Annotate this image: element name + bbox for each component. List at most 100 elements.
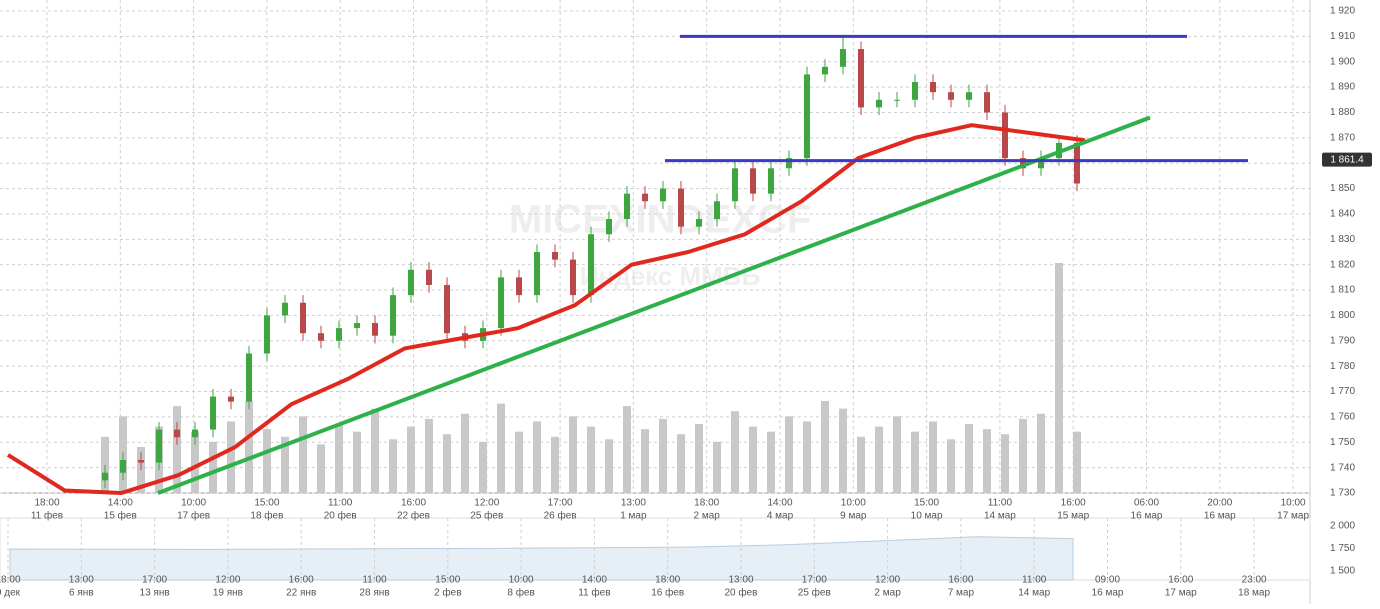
candle-body [660,188,666,202]
navigator-x-label: 12:00 [215,575,240,586]
navigator-x-date: 18 мар [1238,588,1270,599]
x-tick-label: 18:00 [34,498,59,509]
volume-bar [965,424,973,493]
y-tick-label: 1 840 [1330,209,1355,220]
navigator-x-label: 12:00 [875,575,900,586]
volume-bar [875,426,883,493]
candle-body [498,277,504,329]
volume-bar [641,429,649,493]
candle-body [228,396,234,402]
x-tick-label: 20:00 [1207,498,1232,509]
volume-bar [1001,434,1009,493]
candle-body [858,49,864,108]
navigator-x-label: 10:00 [509,575,534,586]
candle-body [1020,158,1026,169]
candle-body [444,284,450,334]
candle-body [732,168,738,202]
x-tick-label: 10:00 [181,498,206,509]
candle-body [912,82,918,100]
x-tick-label: 16:00 [401,498,426,509]
navigator-x-date: 9 дек [0,588,21,599]
candle-body [192,429,198,438]
candle-body [894,99,900,101]
volume-bar [191,431,199,493]
moving-average [6,123,1086,496]
candle-body [372,323,378,336]
volume-bar [443,434,451,493]
x-tick-label: 13:00 [621,498,646,509]
x-tick-date: 11 фев [31,510,63,522]
y-tick-label: 1 830 [1330,234,1355,245]
navigator-x-date: 16 мар [1092,588,1124,599]
x-tick-date: 15 фев [104,510,137,522]
volume-bar [911,431,919,493]
x-tick-label: 14:00 [108,498,133,509]
volume-bar [587,426,595,493]
volume-bar [299,416,307,493]
y-tick-label: 1 880 [1330,107,1355,118]
volume-bar [353,431,361,493]
volume-bar [479,441,487,493]
navigator-x-label: 23:00 [1242,575,1267,586]
candle-body [282,302,288,316]
candle-body [840,49,846,67]
volume-bar [461,413,469,493]
candle-body [318,333,324,341]
candle-body [408,269,414,296]
candle-body [210,396,216,430]
x-tick-date: 15 мар [1057,511,1089,522]
navigator-area [9,536,1074,581]
y-tick-label: 1 750 [1330,437,1355,448]
x-tick-label: 10:00 [1281,498,1306,509]
candle-body [426,269,432,285]
candle-body [336,328,342,341]
volume-bar [839,408,847,493]
candle-body [624,193,630,220]
y-tick-label: 1 780 [1330,361,1355,372]
candle-body [1038,158,1044,169]
y-tick-label: 1 820 [1330,259,1355,270]
navigator-x-date: 6 янв [69,588,94,599]
x-tick-label: 15:00 [914,498,939,509]
x-tick-label: 11:00 [328,498,353,509]
x-tick-date: 10 мар [911,511,943,522]
y-tick-label: 1 890 [1330,82,1355,93]
volume-bar [1055,263,1063,493]
navigator-x-date: 19 янв [213,588,243,599]
volume-bar [605,439,613,493]
y-tick-label: 1 760 [1330,412,1355,423]
volume-bar [497,403,505,493]
navigator-x-date: 22 янв [286,588,316,599]
y-tick-label: 1 800 [1330,310,1355,321]
x-tick-date: 17 фев [177,510,210,522]
candle-body [804,74,810,159]
candle-body [876,99,882,108]
navigator-x-label: 18:00 [655,575,680,586]
navigator-x-date: 20 фев [724,587,757,599]
y-tick-label: 1 870 [1330,132,1355,143]
x-tick-date: 25 фев [470,510,503,522]
volume-bar [785,416,793,493]
candle-body [264,315,270,354]
navigator-x-date: 13 янв [140,588,170,599]
volume-bar [569,416,577,493]
volume-bar [515,431,523,493]
x-tick-label: 11:00 [988,498,1013,509]
candle-body [570,259,576,296]
candle-body [516,277,522,296]
candle-body [948,92,954,100]
y-tick-label: 1 810 [1330,285,1355,296]
x-tick-date: 16 мар [1131,511,1163,522]
x-tick-label: 06:00 [1134,498,1159,509]
y-tick-label: 1 910 [1330,31,1355,42]
y-tick-label: 1 730 [1330,488,1355,499]
candle-body [930,82,936,93]
plot-area [0,0,1310,493]
x-tick-date: 14 мар [984,511,1016,522]
x-tick-date: 4 мар [767,511,794,522]
volume-bar [1019,418,1027,493]
y-tick-label: 1 740 [1330,462,1355,473]
volume-bar [281,436,289,493]
x-tick-date: 1 мар [620,511,647,522]
candle-body [822,66,828,75]
